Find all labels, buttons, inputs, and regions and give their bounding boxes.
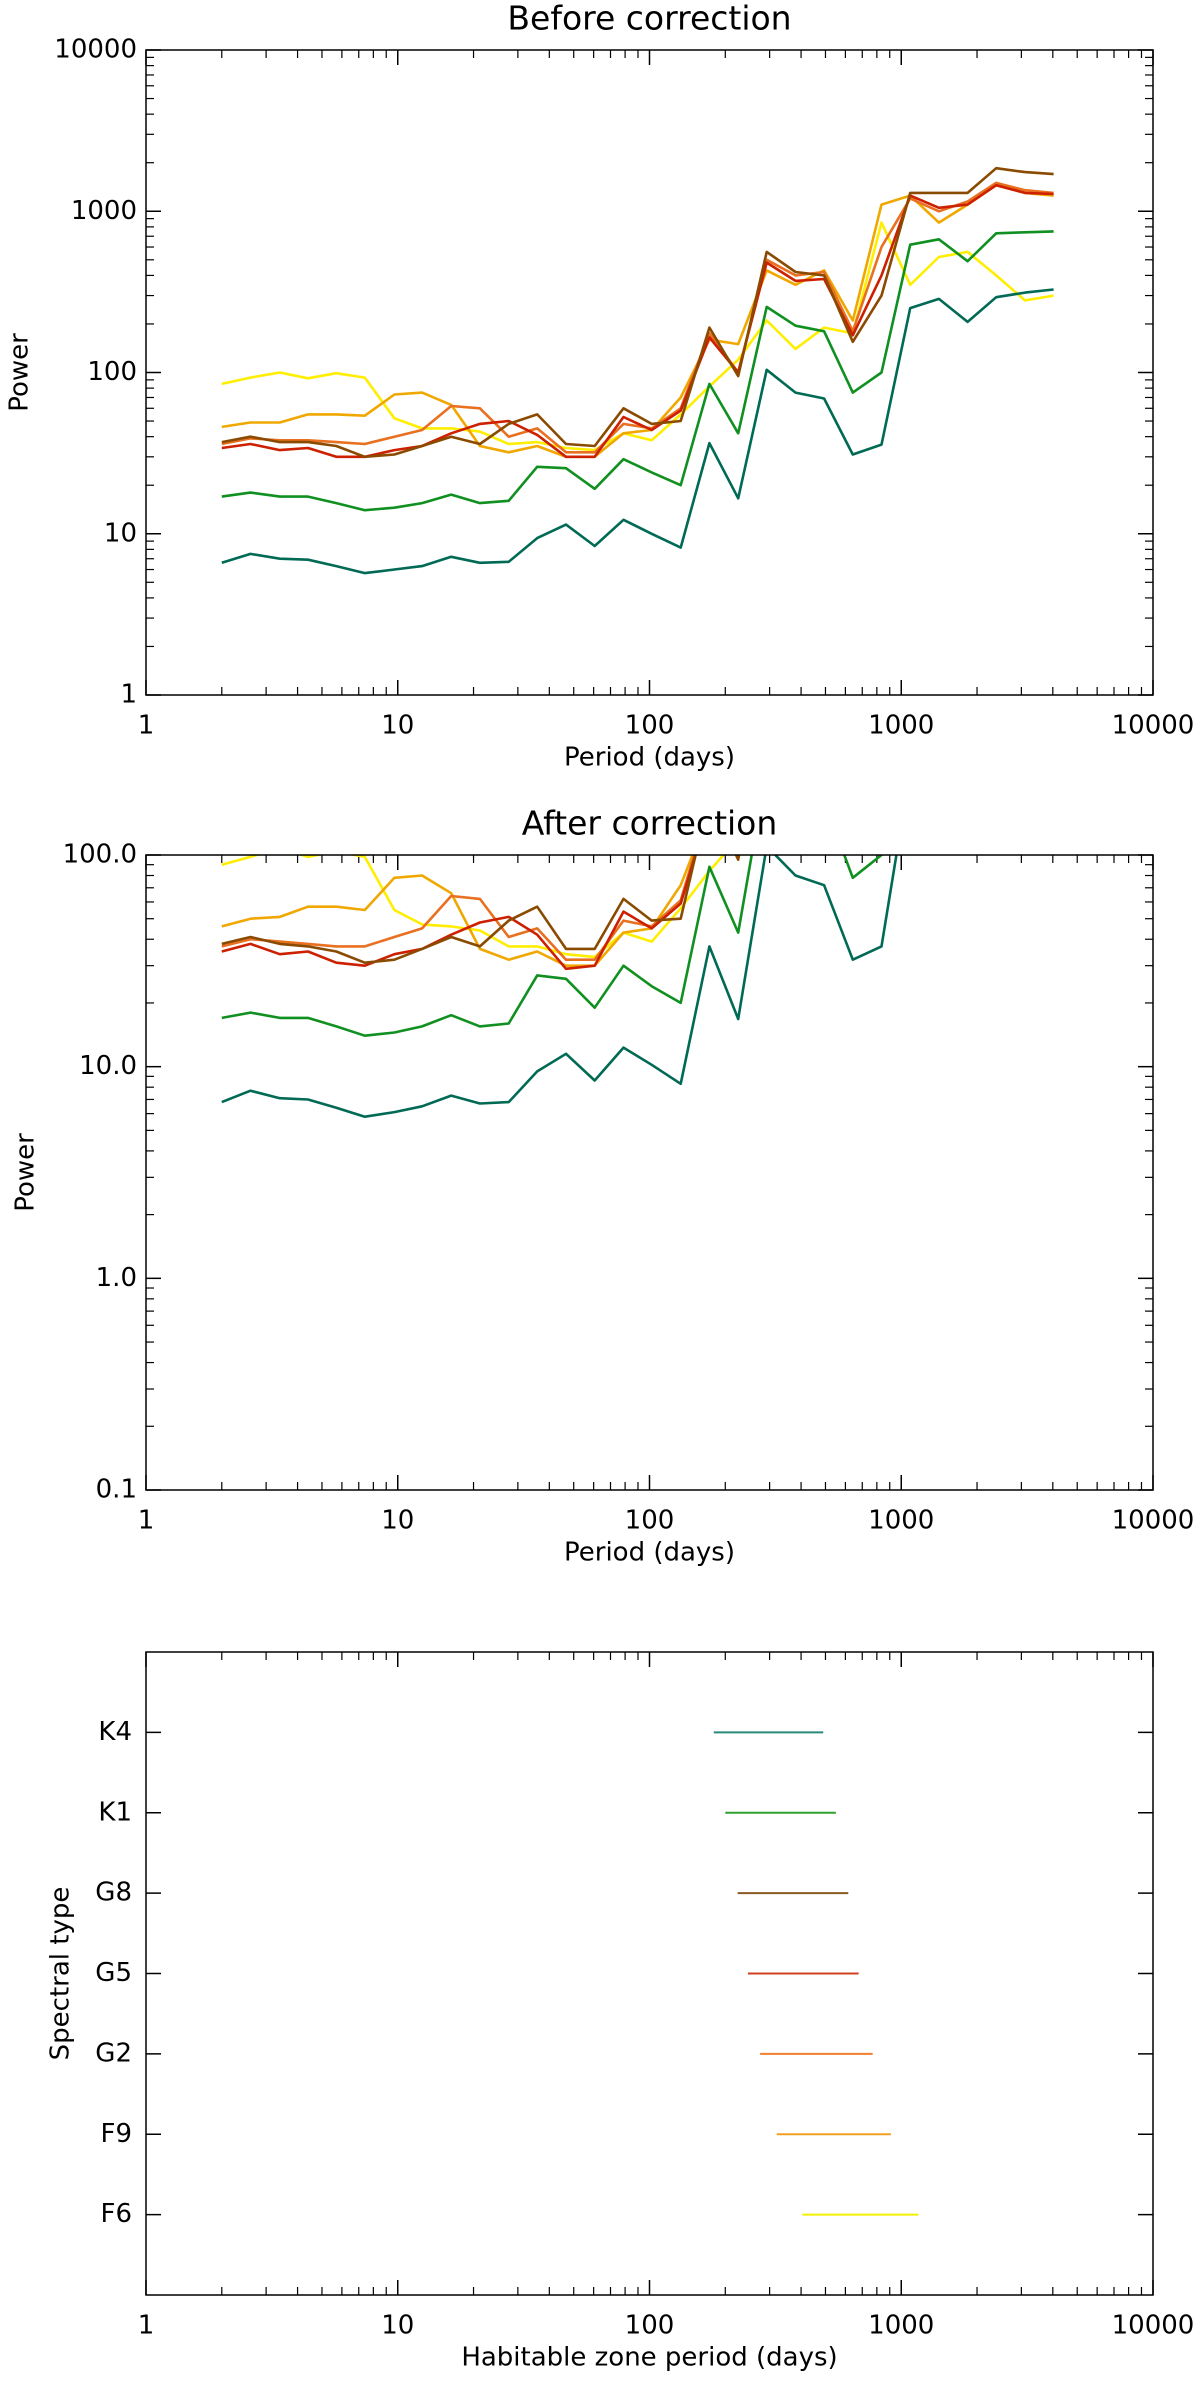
plot-frame bbox=[145, 1651, 1154, 2296]
lines bbox=[221, 855, 898, 1118]
y-axis-label: Power bbox=[5, 333, 35, 412]
data-line bbox=[221, 855, 694, 967]
y-tick-label: G8 bbox=[95, 1878, 132, 1908]
data-line bbox=[221, 288, 1054, 575]
data-line bbox=[221, 181, 1054, 454]
y-axis-label: Power bbox=[11, 1133, 41, 1212]
data-line bbox=[221, 166, 1054, 459]
x-tick-label: 10000 bbox=[1112, 2311, 1195, 2341]
y-tick-label: F6 bbox=[101, 2199, 133, 2229]
x-tick-label: 100 bbox=[625, 711, 675, 741]
x-axis-label: Period (days) bbox=[564, 1538, 735, 1568]
lines bbox=[221, 166, 1054, 575]
y-tick-label: K1 bbox=[98, 1797, 132, 1827]
y-tick-label: 10.0 bbox=[79, 1051, 137, 1081]
x-tick-label: 100 bbox=[625, 2311, 675, 2341]
x-tick-label: 1000 bbox=[868, 1506, 934, 1536]
x-tick-label: 10 bbox=[381, 1506, 414, 1536]
data-line bbox=[221, 855, 726, 959]
x-axis-label: Period (days) bbox=[564, 743, 735, 773]
y-tick-label: 100.0 bbox=[63, 840, 137, 870]
data-line bbox=[221, 230, 1054, 512]
data-line bbox=[221, 855, 740, 971]
y-tick-label: F9 bbox=[101, 2119, 133, 2149]
data-line bbox=[221, 855, 883, 1037]
y-tick-label: 0.1 bbox=[96, 1475, 137, 1505]
y-tick-label: 1000 bbox=[71, 196, 137, 226]
data-line bbox=[221, 855, 898, 1118]
plot-frame bbox=[145, 49, 1154, 696]
y-axis-label: Spectral type bbox=[46, 1887, 76, 2061]
x-tick-label: 10 bbox=[381, 2311, 414, 2341]
y-tick-label: G2 bbox=[95, 2038, 132, 2068]
plot-frame bbox=[145, 854, 1154, 1491]
data-line bbox=[221, 221, 1054, 452]
y-tick-label: 1 bbox=[120, 680, 137, 710]
y-tick-label: 10000 bbox=[54, 35, 137, 65]
x-tick-label: 10 bbox=[381, 711, 414, 741]
chart-title: After correction bbox=[522, 804, 778, 843]
x-tick-label: 1 bbox=[138, 1506, 155, 1536]
panel: Habitable zone period (days) Spectral typ… bbox=[46, 1651, 1195, 2373]
x-axis-label: Habitable zone period (days) bbox=[461, 2343, 837, 2373]
y-tick-label: 100 bbox=[87, 357, 137, 387]
y-tick-label: 1.0 bbox=[96, 1263, 137, 1293]
data-line bbox=[221, 183, 1054, 459]
x-tick-label: 10000 bbox=[1112, 711, 1195, 741]
x-tick-label: 1 bbox=[138, 711, 155, 741]
y-tick-label: 10 bbox=[104, 518, 137, 548]
panel: After correction Period (days) Power 1 10 100… bbox=[11, 804, 1195, 1568]
x-tick-label: 1000 bbox=[868, 2311, 934, 2341]
x-tick-label: 10000 bbox=[1112, 1506, 1195, 1536]
chart-title: Before correction bbox=[507, 0, 791, 38]
panel: Before correction Period (days) Power 1 10 10… bbox=[5, 0, 1195, 773]
data-line bbox=[221, 855, 741, 964]
x-tick-label: 1 bbox=[138, 2311, 155, 2341]
y-tick-label: K4 bbox=[98, 1717, 132, 1747]
x-tick-label: 100 bbox=[625, 1506, 675, 1536]
y-tick-label: G5 bbox=[95, 1958, 132, 1988]
data-line bbox=[221, 855, 740, 961]
x-tick-label: 1000 bbox=[868, 711, 934, 741]
